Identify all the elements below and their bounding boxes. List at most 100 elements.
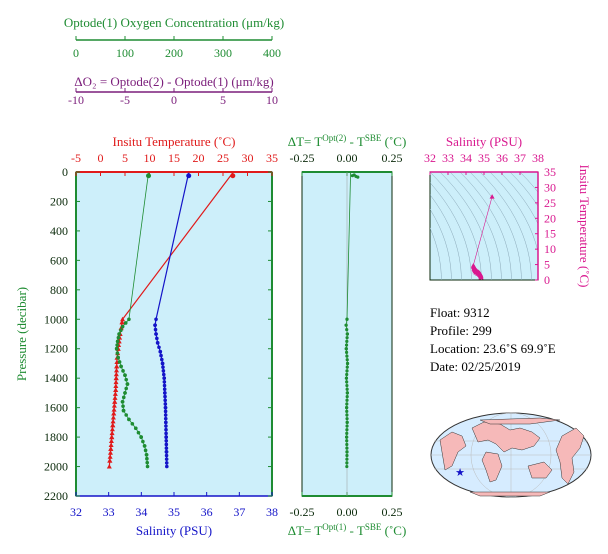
salinity-marker xyxy=(161,365,165,369)
oxygen-marker xyxy=(127,417,131,422)
salinity-marker xyxy=(163,398,167,403)
ts-series xyxy=(470,194,495,280)
ts-density-contour xyxy=(430,172,482,280)
delta-t-marker xyxy=(345,428,349,432)
oxygen-marker xyxy=(124,377,129,382)
oxygen-marker xyxy=(145,464,150,469)
temperature-tick-label: 5 xyxy=(122,151,128,165)
ts-salinity-tick-label: 36 xyxy=(496,151,508,165)
float-location-marker: ★ xyxy=(455,467,465,479)
ts-salinity-label: Salinity (PSU) xyxy=(446,134,522,149)
ts-density-contour xyxy=(430,227,442,280)
ts-salinity-tick-label: 32 xyxy=(424,151,436,165)
ts-salinity-tick-label: 33 xyxy=(442,151,454,165)
salinity-marker xyxy=(164,450,169,454)
oxygen-tick-label: 300 xyxy=(214,46,232,60)
world-map: ★ xyxy=(430,412,592,498)
temperature-marker xyxy=(111,403,117,408)
oxygen-marker xyxy=(117,360,122,364)
temperature-marker xyxy=(114,363,120,369)
delta-t-marker xyxy=(344,350,349,355)
delta-t-marker xyxy=(345,391,349,395)
oxygen-tick-label: 400 xyxy=(263,46,281,60)
salinity-marker xyxy=(164,427,168,432)
delta-t-marker xyxy=(345,317,349,321)
oxygen-marker xyxy=(127,317,131,322)
delta-t-surface-marker xyxy=(350,174,354,178)
delta-t-marker xyxy=(345,442,349,447)
oxygen-marker xyxy=(115,343,119,347)
pressure-tick-label: 1000 xyxy=(44,312,68,326)
temperature-marker xyxy=(107,458,113,463)
salinity-tick-label: 32 xyxy=(70,505,82,519)
oxygen-surface-marker xyxy=(146,173,152,179)
salinity-axis-label: Salinity (PSU) xyxy=(136,523,212,538)
pressure-tick-label: 1200 xyxy=(44,342,68,356)
salinity-marker xyxy=(163,402,168,406)
temperature-marker xyxy=(113,379,119,385)
delta-t-marker xyxy=(344,347,348,351)
oxygen-marker xyxy=(125,382,130,386)
oxygen-marker xyxy=(114,346,119,351)
location: Location: 23.6˚S 69.9˚E xyxy=(430,341,556,356)
oxygen-marker xyxy=(144,452,149,457)
delta-t-marker xyxy=(345,361,350,366)
delta-t-panel: ΔT= TOpt(2) - TSBE (˚C) -0.25 -0.25 0.00 0.… xyxy=(288,133,407,538)
oxygen-marker xyxy=(133,426,138,431)
temperature-surface-marker xyxy=(230,173,236,179)
delta-o2-tick-label: -5 xyxy=(120,93,130,107)
oxygen-marker xyxy=(115,339,120,344)
salinity-marker xyxy=(155,341,160,345)
salinity-tick-label: 36 xyxy=(201,505,213,519)
delta-t-marker xyxy=(345,339,349,343)
delta-t-marker xyxy=(344,323,348,327)
float-id: Float: 9312 xyxy=(430,305,490,320)
delta-o2-tick-label: -10 xyxy=(68,93,84,107)
salinity-marker xyxy=(163,391,167,395)
oxygen-marker xyxy=(120,399,125,404)
salinity-marker xyxy=(161,369,166,373)
profile-number: Profile: 299 xyxy=(430,323,492,338)
salinity-marker xyxy=(164,457,169,461)
date: Date: 02/25/2019 xyxy=(430,359,521,374)
oxygen-marker xyxy=(145,460,150,465)
ts-density-contour xyxy=(439,172,492,280)
delta-t-marker xyxy=(345,369,349,373)
oxygen-marker xyxy=(119,364,123,369)
salinity-marker xyxy=(163,394,167,399)
temperature-marker xyxy=(112,399,118,404)
delta-t-marker xyxy=(345,417,349,421)
delta-t-marker xyxy=(345,453,349,458)
delta-t-marker xyxy=(345,457,349,461)
ts-salinity-tick-label: 38 xyxy=(532,151,544,165)
delta-t-marker xyxy=(345,461,349,465)
ts-temperature-tick-label: 15 xyxy=(544,227,556,241)
temperature-marker xyxy=(108,446,114,451)
ts-temperature-tick-label: 25 xyxy=(544,196,556,210)
delta-t-marker xyxy=(345,372,349,377)
temperature-marker xyxy=(112,395,118,400)
salinity-marker xyxy=(164,442,169,447)
salinity-marker xyxy=(164,453,169,458)
pressure-tick-label: 2200 xyxy=(44,489,68,503)
salinity-marker xyxy=(164,438,169,443)
temperature-marker xyxy=(110,414,116,420)
delta-t-marker xyxy=(345,406,349,410)
temperature-marker xyxy=(109,434,115,440)
oxygen-marker xyxy=(121,395,126,400)
salinity-marker xyxy=(153,323,157,327)
ts-temperature-tick-label: 20 xyxy=(544,211,556,225)
temperature-axis-label: Insitu Temperature (˚C) xyxy=(112,134,235,149)
temperature-marker xyxy=(113,387,119,392)
salinity-marker xyxy=(163,416,168,421)
temperature-marker xyxy=(110,422,116,428)
oxygen-marker xyxy=(119,328,123,333)
temperature-marker xyxy=(108,442,114,447)
ts-marker xyxy=(478,274,484,280)
ts-temperature-tick-label: 0 xyxy=(544,273,550,287)
oxygen-marker xyxy=(124,386,129,391)
salinity-marker xyxy=(162,383,167,388)
oxygen-marker xyxy=(116,355,120,360)
